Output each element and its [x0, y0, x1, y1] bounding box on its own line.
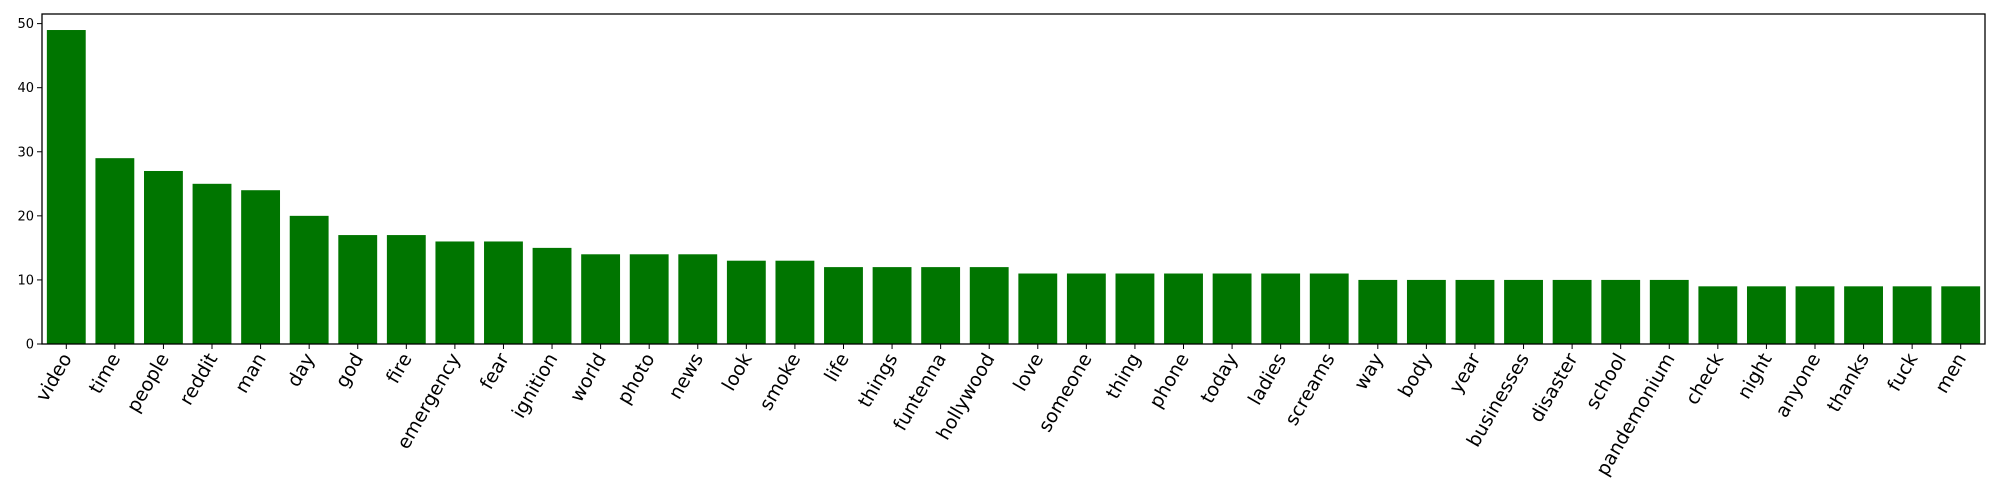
x-tick-label-ignition: ignition	[508, 350, 563, 423]
bar-people	[144, 170, 183, 344]
bar-time	[95, 158, 135, 344]
y-tick-label-50: 50	[17, 17, 34, 32]
x-tick-label-men: men	[1931, 350, 1971, 398]
x-tick-label-man: man	[231, 350, 271, 398]
bar-fuck	[1892, 286, 1932, 344]
x-tick-label-people: people	[123, 350, 174, 417]
bar-fear	[484, 241, 523, 344]
x-tick-label-day: day	[283, 350, 320, 391]
x-tick-label-photo: photo	[613, 350, 659, 408]
bar-way	[1358, 279, 1398, 344]
y-axis: 0 10 20 30 40 50	[17, 17, 42, 353]
x-tick-label-anyone: anyone	[1771, 350, 1825, 422]
y-tick-label-0: 0	[26, 338, 34, 353]
x-tick-label-love: love	[1009, 350, 1048, 396]
x-tick-label-ladies: ladies	[1244, 350, 1291, 409]
x-tick-label-video: video	[32, 350, 77, 406]
x-tick-label-thing: thing	[1102, 350, 1145, 403]
x-tick-label-fear: fear	[476, 349, 514, 393]
plot-frame	[41, 13, 1986, 345]
x-tick-label-body: body	[1394, 350, 1437, 402]
bar-businesses	[1504, 279, 1543, 344]
bar-pandemonium	[1649, 279, 1689, 344]
x-tick-label-disaster: disaster	[1526, 349, 1583, 426]
x-tick-label-way: way	[1350, 350, 1388, 394]
bar-school	[1601, 279, 1641, 344]
y-tick-label-10: 10	[17, 273, 34, 288]
bar-fire	[386, 235, 426, 344]
bar-world	[581, 254, 621, 344]
bars-layer	[46, 30, 1981, 345]
bar-screams	[1309, 273, 1349, 344]
bar-ladies	[1261, 273, 1301, 344]
bar-someone	[1066, 273, 1106, 344]
bar-year	[1455, 279, 1495, 344]
x-tick-label-phone: phone	[1145, 350, 1194, 413]
bar-disaster	[1552, 279, 1592, 344]
bar-god	[338, 235, 378, 344]
bar-check	[1698, 286, 1738, 344]
y-tick-label-20: 20	[17, 209, 34, 224]
bar-night	[1746, 286, 1786, 344]
bar-hollywood	[969, 267, 1009, 344]
bar-smoke	[775, 260, 815, 344]
bar-funtenna	[921, 267, 961, 344]
x-tick-label-night: night	[1733, 350, 1776, 403]
x-tick-label-thanks: thanks	[1823, 350, 1874, 417]
x-tick-label-fire: fire	[382, 350, 417, 388]
x-tick-label-things: things	[854, 350, 902, 412]
x-tick-label-smoke: smoke	[755, 350, 805, 415]
x-tick-label-god: god	[331, 350, 368, 392]
x-tick-label-year: year	[1445, 349, 1485, 397]
y-tick-label-40: 40	[17, 81, 34, 96]
bar-man	[241, 190, 281, 344]
x-tick-label-reddit: reddit	[175, 350, 222, 409]
bar-body	[1406, 279, 1446, 344]
bar-day	[289, 215, 329, 344]
bar-love	[1018, 273, 1058, 344]
x-tick-label-fuck: fuck	[1883, 350, 1922, 396]
x-tick-label-news: news	[664, 350, 708, 404]
bar-reddit	[192, 183, 232, 344]
y-tick-label-30: 30	[17, 145, 34, 160]
bar-things	[872, 267, 912, 344]
x-tick-label-time: time	[85, 350, 126, 398]
bar-news	[678, 254, 718, 344]
bar-video	[46, 30, 86, 345]
x-tick-label-school: school	[1582, 350, 1632, 414]
bar-emergency	[435, 241, 475, 344]
bar-ignition	[532, 247, 572, 344]
bar-today	[1212, 273, 1252, 344]
x-tick-label-check: check	[1681, 350, 1728, 409]
bar-life	[824, 267, 863, 344]
bar-anyone	[1795, 286, 1835, 344]
x-tick-label-world: world	[566, 350, 611, 406]
bar-men	[1941, 286, 1981, 344]
x-tick-label-today: today	[1196, 350, 1242, 408]
bar-thing	[1115, 273, 1155, 344]
bar-phone	[1164, 273, 1203, 344]
x-tick-label-look: look	[718, 350, 757, 395]
bar-photo	[629, 254, 669, 344]
bar-look	[726, 260, 766, 344]
bar-thanks	[1844, 286, 1883, 344]
x-tick-label-life: life	[820, 350, 854, 386]
